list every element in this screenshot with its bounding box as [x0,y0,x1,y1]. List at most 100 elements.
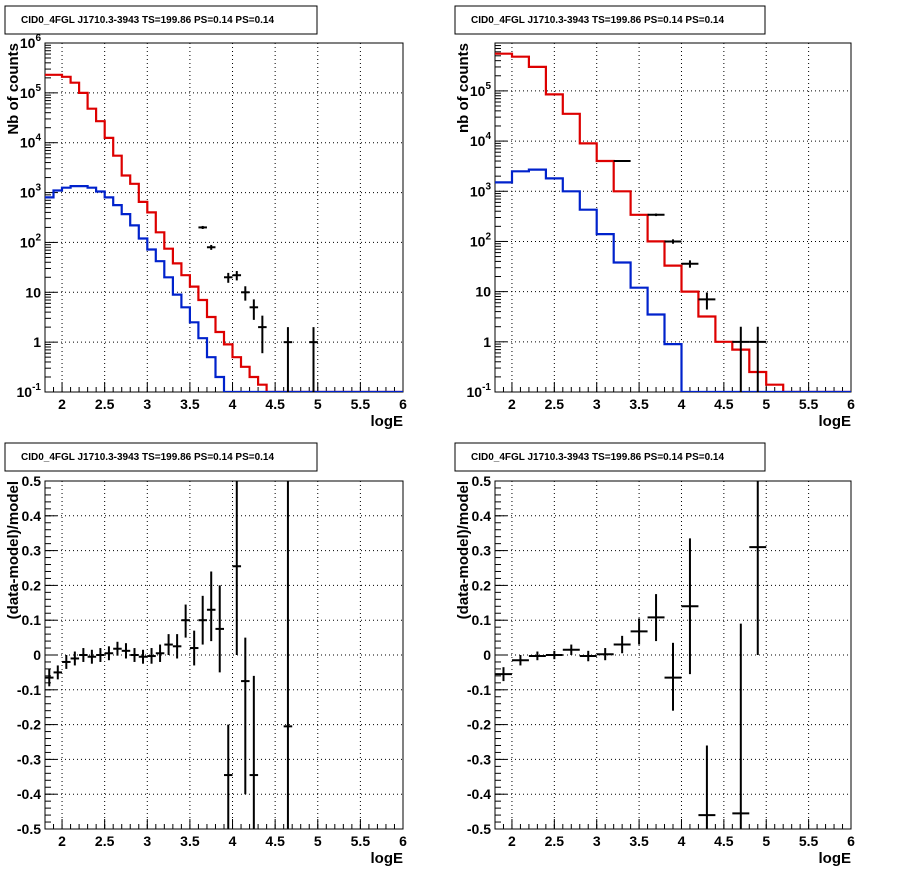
y-axis-label: Nb of counts [5,43,22,135]
x-tick-label: 4.5 [265,396,285,412]
series-red-histogram [495,52,851,392]
y-tick-label: 0.2 [22,577,42,593]
data-point [562,644,580,655]
y-tick-label: 10-1 [17,382,42,400]
data-point [155,644,165,662]
data-point [147,648,156,664]
y-tick-label: -0.5 [17,821,41,837]
series-red-histogram [45,73,403,392]
data-point [698,292,716,310]
y-tick-label: 105 [470,81,492,99]
chart-title: CID0_4FGL J1710.3-3943 TS=199.86 PS=0.14… [21,15,274,26]
x-tick-label: 3.5 [629,833,649,849]
x-tick-label: 4 [229,396,237,412]
data-point [749,481,767,655]
x-tick-label: 2 [58,833,66,849]
x-tick-label: 5 [314,396,322,412]
x-tick-label: 4 [678,833,686,849]
x-tick-label: 4 [678,396,686,412]
data-point [249,675,259,829]
data-point [258,315,267,354]
data-point [232,481,242,655]
x-tick-label: 6 [847,396,855,412]
x-axis-label: logE [371,413,404,430]
data-point [79,648,88,662]
x-tick-label: 2.5 [545,833,565,849]
data-point [70,651,80,666]
y-tick-label: -0.4 [17,786,41,802]
data-point [309,327,318,392]
y-tick-label: -0.2 [17,717,41,733]
x-tick-label: 4.5 [714,396,734,412]
data-point [198,595,207,645]
data-point [249,299,259,320]
y-tick-label: -0.1 [17,682,41,698]
chart-title: CID0_4FGL J1710.3-3943 TS=199.86 PS=0.14… [471,15,724,26]
x-tick-label: 3.5 [180,396,200,412]
y-tick-label: 0.1 [22,612,42,628]
data-point [283,327,293,392]
x-tick-label: 4 [229,833,237,849]
data-point [138,649,148,664]
y-axis-label: (data-model)/model [5,481,22,619]
x-tick-label: 3.5 [629,396,649,412]
chart-panel-4: CID0_4FGL J1710.3-3943 TS=199.86 PS=0.14… [454,442,855,867]
data-point [45,668,54,687]
x-tick-label: 2 [508,396,516,412]
data-point [130,648,139,662]
y-tick-label: 105 [20,83,42,101]
data-point [224,724,233,829]
data-point [681,260,699,268]
data-point [206,571,216,642]
x-tick-label: 3 [593,833,601,849]
data-point [172,634,182,659]
y-tick-label: -0.1 [467,682,491,698]
series-blue-histogram [45,185,403,392]
data-point [495,667,512,682]
data-point [596,648,614,661]
data-point [647,213,665,217]
y-tick-label: 1 [483,334,491,350]
y-axis-label: (data-model)/model [455,481,472,619]
x-axis-label: logE [371,850,404,867]
data-point [224,272,233,283]
y-tick-label: 0.4 [22,508,42,524]
data-point [215,585,224,673]
y-tick-label: 0.4 [472,508,492,524]
y-axis-label: nb of counts [455,43,472,133]
y-tick-label: 102 [20,232,42,250]
x-tick-label: 2.5 [545,396,565,412]
y-tick-label: -0.5 [467,821,491,837]
data-point [283,481,293,829]
data-point [749,326,767,392]
x-tick-label: 5.5 [799,833,819,849]
title-box [454,442,766,472]
data-point [732,326,750,392]
data-point [189,630,199,666]
x-tick-label: 5.5 [351,833,371,849]
y-tick-label: 0.2 [472,577,492,593]
x-tick-label: 5 [762,833,770,849]
x-tick-label: 3 [593,396,601,412]
x-tick-label: 3 [143,833,151,849]
y-tick-label: 0.3 [472,543,492,559]
x-tick-label: 6 [399,396,407,412]
x-tick-label: 2.5 [95,833,115,849]
x-axis-label: logE [819,850,852,867]
data-point [232,271,242,281]
chart-panel-3: CID0_4FGL J1710.3-3943 TS=199.86 PS=0.14… [4,442,407,867]
x-tick-label: 4.5 [265,833,285,849]
series-blue-histogram [495,168,851,392]
x-tick-label: 2.5 [95,396,115,412]
data-point [511,655,529,666]
data-point [664,239,682,244]
x-tick-label: 5.5 [351,396,371,412]
data-point [164,634,173,655]
y-tick-label: 0.5 [472,473,492,489]
data-point [698,745,716,829]
y-tick-label: 102 [470,231,492,249]
data-point [206,244,216,250]
y-tick-label: 10 [475,284,491,300]
y-tick-label: 106 [20,33,42,51]
